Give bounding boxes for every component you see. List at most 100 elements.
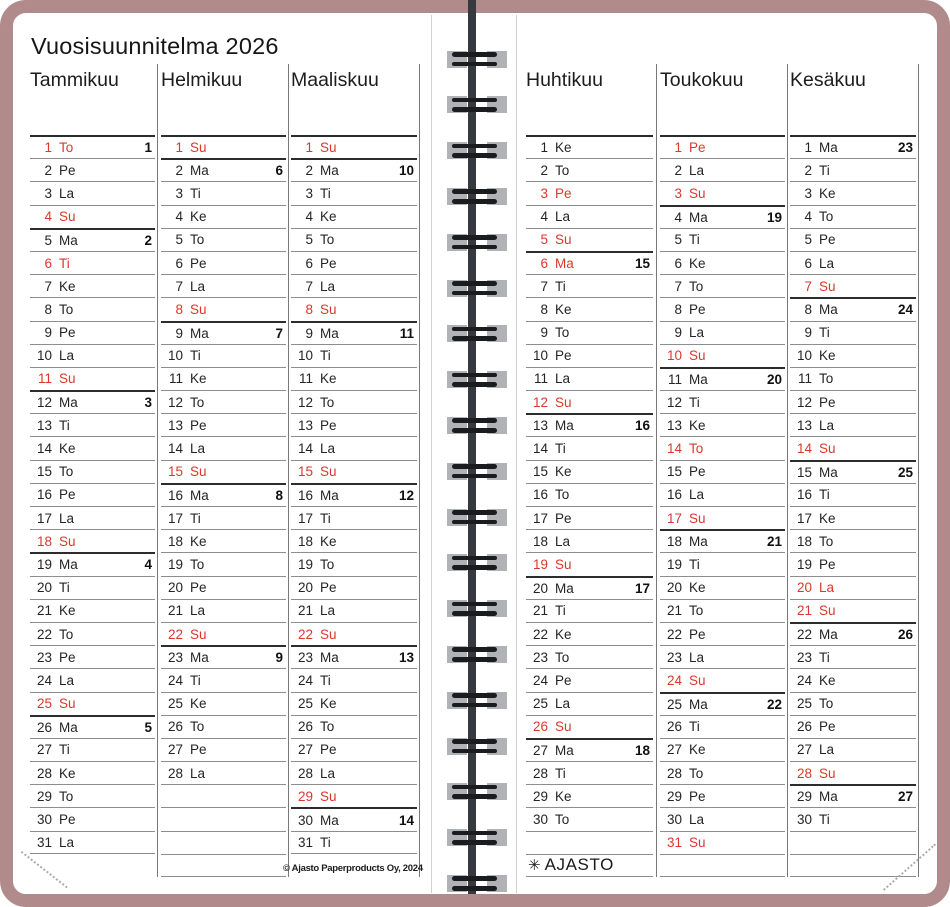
- weekday-label: Ma: [190, 487, 209, 503]
- day-number: 9: [305, 325, 313, 341]
- day-row: 24 Pe: [526, 668, 653, 691]
- day-row: 3 Su: [660, 181, 785, 204]
- empty-row: [161, 784, 286, 807]
- day-row: 16 Ma 8: [161, 482, 286, 506]
- binding-hole-right: [487, 691, 507, 709]
- weekday-label: To: [689, 765, 704, 781]
- day-number: 10: [796, 348, 812, 364]
- binding-hole-left: [447, 874, 467, 892]
- weekday-label: Pe: [689, 464, 706, 480]
- day-row: 19 Pe: [790, 552, 916, 575]
- empty-row: [526, 830, 653, 854]
- weekday-label: To: [689, 278, 704, 294]
- weekday-label: Ti: [190, 672, 201, 688]
- weekday-label: Su: [689, 348, 706, 364]
- weekday-label: Ti: [59, 417, 70, 433]
- day-number: 14: [36, 441, 52, 457]
- day-number: 22: [796, 627, 812, 643]
- day-number: 4: [44, 209, 52, 225]
- day-row: 19 To: [161, 552, 286, 575]
- day-number: 27: [36, 742, 52, 758]
- week-number: 17: [634, 580, 650, 596]
- binding-hole-left: [447, 187, 467, 205]
- month-day-grid: 1 Ma 23 2 Ti 3 Ke 4 To 5 Pe 6 La 7 Su 8 Ma 24 9 Ti 10 Ke 11 To 1…: [790, 135, 916, 877]
- day-row: 6 La: [790, 250, 916, 274]
- day-row: 12 Su: [526, 390, 653, 413]
- binding-hole-left: [447, 829, 467, 847]
- day-number: 18: [666, 534, 682, 550]
- week-number: 24: [897, 302, 913, 318]
- weekday-label: La: [190, 765, 206, 781]
- weekday-label: Su: [819, 278, 836, 294]
- day-row: 20 La: [790, 575, 916, 599]
- weekday-label: Ti: [819, 487, 830, 503]
- binding-hole-left: [447, 783, 467, 801]
- day-number: 10: [36, 348, 52, 364]
- day-number: 7: [804, 278, 812, 294]
- day-number: 18: [532, 533, 548, 549]
- weekday-label: Pe: [320, 417, 337, 433]
- day-number: 4: [674, 209, 682, 225]
- day-row: 2 To: [526, 158, 653, 181]
- day-number: 24: [167, 672, 183, 688]
- binding-wire: [452, 97, 497, 103]
- day-row: 17 Ti: [291, 506, 417, 529]
- binding-wire: [452, 235, 497, 240]
- day-row: 25 To: [790, 691, 916, 715]
- day-number: 15: [666, 464, 682, 480]
- day-row: 21 To: [660, 598, 785, 622]
- day-row: 27 Ke: [660, 737, 785, 761]
- day-row: 14 Ti: [526, 436, 653, 459]
- binding-wire: [452, 428, 497, 433]
- day-number: 13: [532, 418, 548, 434]
- weekday-label: To: [555, 325, 570, 341]
- binding-hole-right: [487, 554, 507, 572]
- day-number: 21: [167, 603, 183, 619]
- week-number: 23: [897, 140, 913, 156]
- day-row: 1 To 1: [30, 135, 155, 158]
- day-number: 27: [666, 742, 682, 758]
- day-number: 20: [36, 580, 52, 596]
- day-row: 13 Ti: [30, 413, 155, 436]
- day-row: 28 Ke: [30, 761, 155, 784]
- weekday-label: Su: [190, 140, 207, 156]
- binding-hole-right: [487, 462, 507, 480]
- binding-wire: [452, 748, 497, 754]
- binding-wire: [452, 290, 497, 296]
- day-number: 5: [540, 232, 548, 248]
- day-row: 25 Su: [30, 691, 155, 715]
- day-row: 20 Ti: [30, 575, 155, 599]
- weekday-label: Ma: [689, 696, 708, 712]
- day-number: 3: [674, 185, 682, 201]
- weekday-label: Ma: [320, 325, 339, 341]
- binding-hole-left: [447, 508, 467, 526]
- day-row: 30 La: [660, 807, 785, 830]
- weekday-label: Ma: [689, 209, 708, 225]
- day-number: 14: [297, 441, 313, 457]
- day-row: 23 Pe: [30, 645, 155, 668]
- month-title: Maaliskuu: [291, 69, 379, 91]
- day-row: 2 Ti: [790, 158, 916, 181]
- spine-rod: [468, 0, 476, 894]
- day-number: 30: [532, 812, 548, 828]
- day-row: 30 To: [526, 807, 653, 830]
- binding-hole-right: [487, 829, 507, 847]
- weekday-label: Ke: [555, 788, 572, 804]
- binding-hole-right: [487, 233, 507, 251]
- day-row: 10 Ke: [790, 343, 916, 367]
- day-number: 23: [532, 649, 548, 665]
- day-row: 1 Ke: [526, 135, 653, 158]
- day-number: 9: [44, 325, 52, 341]
- binding-wire: [452, 739, 497, 744]
- day-number: 15: [796, 464, 812, 480]
- weekday-label: La: [320, 765, 336, 781]
- day-row: 27 Pe: [161, 737, 286, 761]
- binding-hole-right: [487, 783, 507, 801]
- day-row: 5 Ma 2: [30, 227, 155, 251]
- day-number: 16: [167, 487, 183, 503]
- day-number: 10: [532, 348, 548, 364]
- day-number: 31: [297, 834, 313, 850]
- day-row: 1 Ma 23: [790, 135, 916, 158]
- day-row: 12 To: [291, 390, 417, 413]
- weekday-label: Ti: [190, 510, 201, 526]
